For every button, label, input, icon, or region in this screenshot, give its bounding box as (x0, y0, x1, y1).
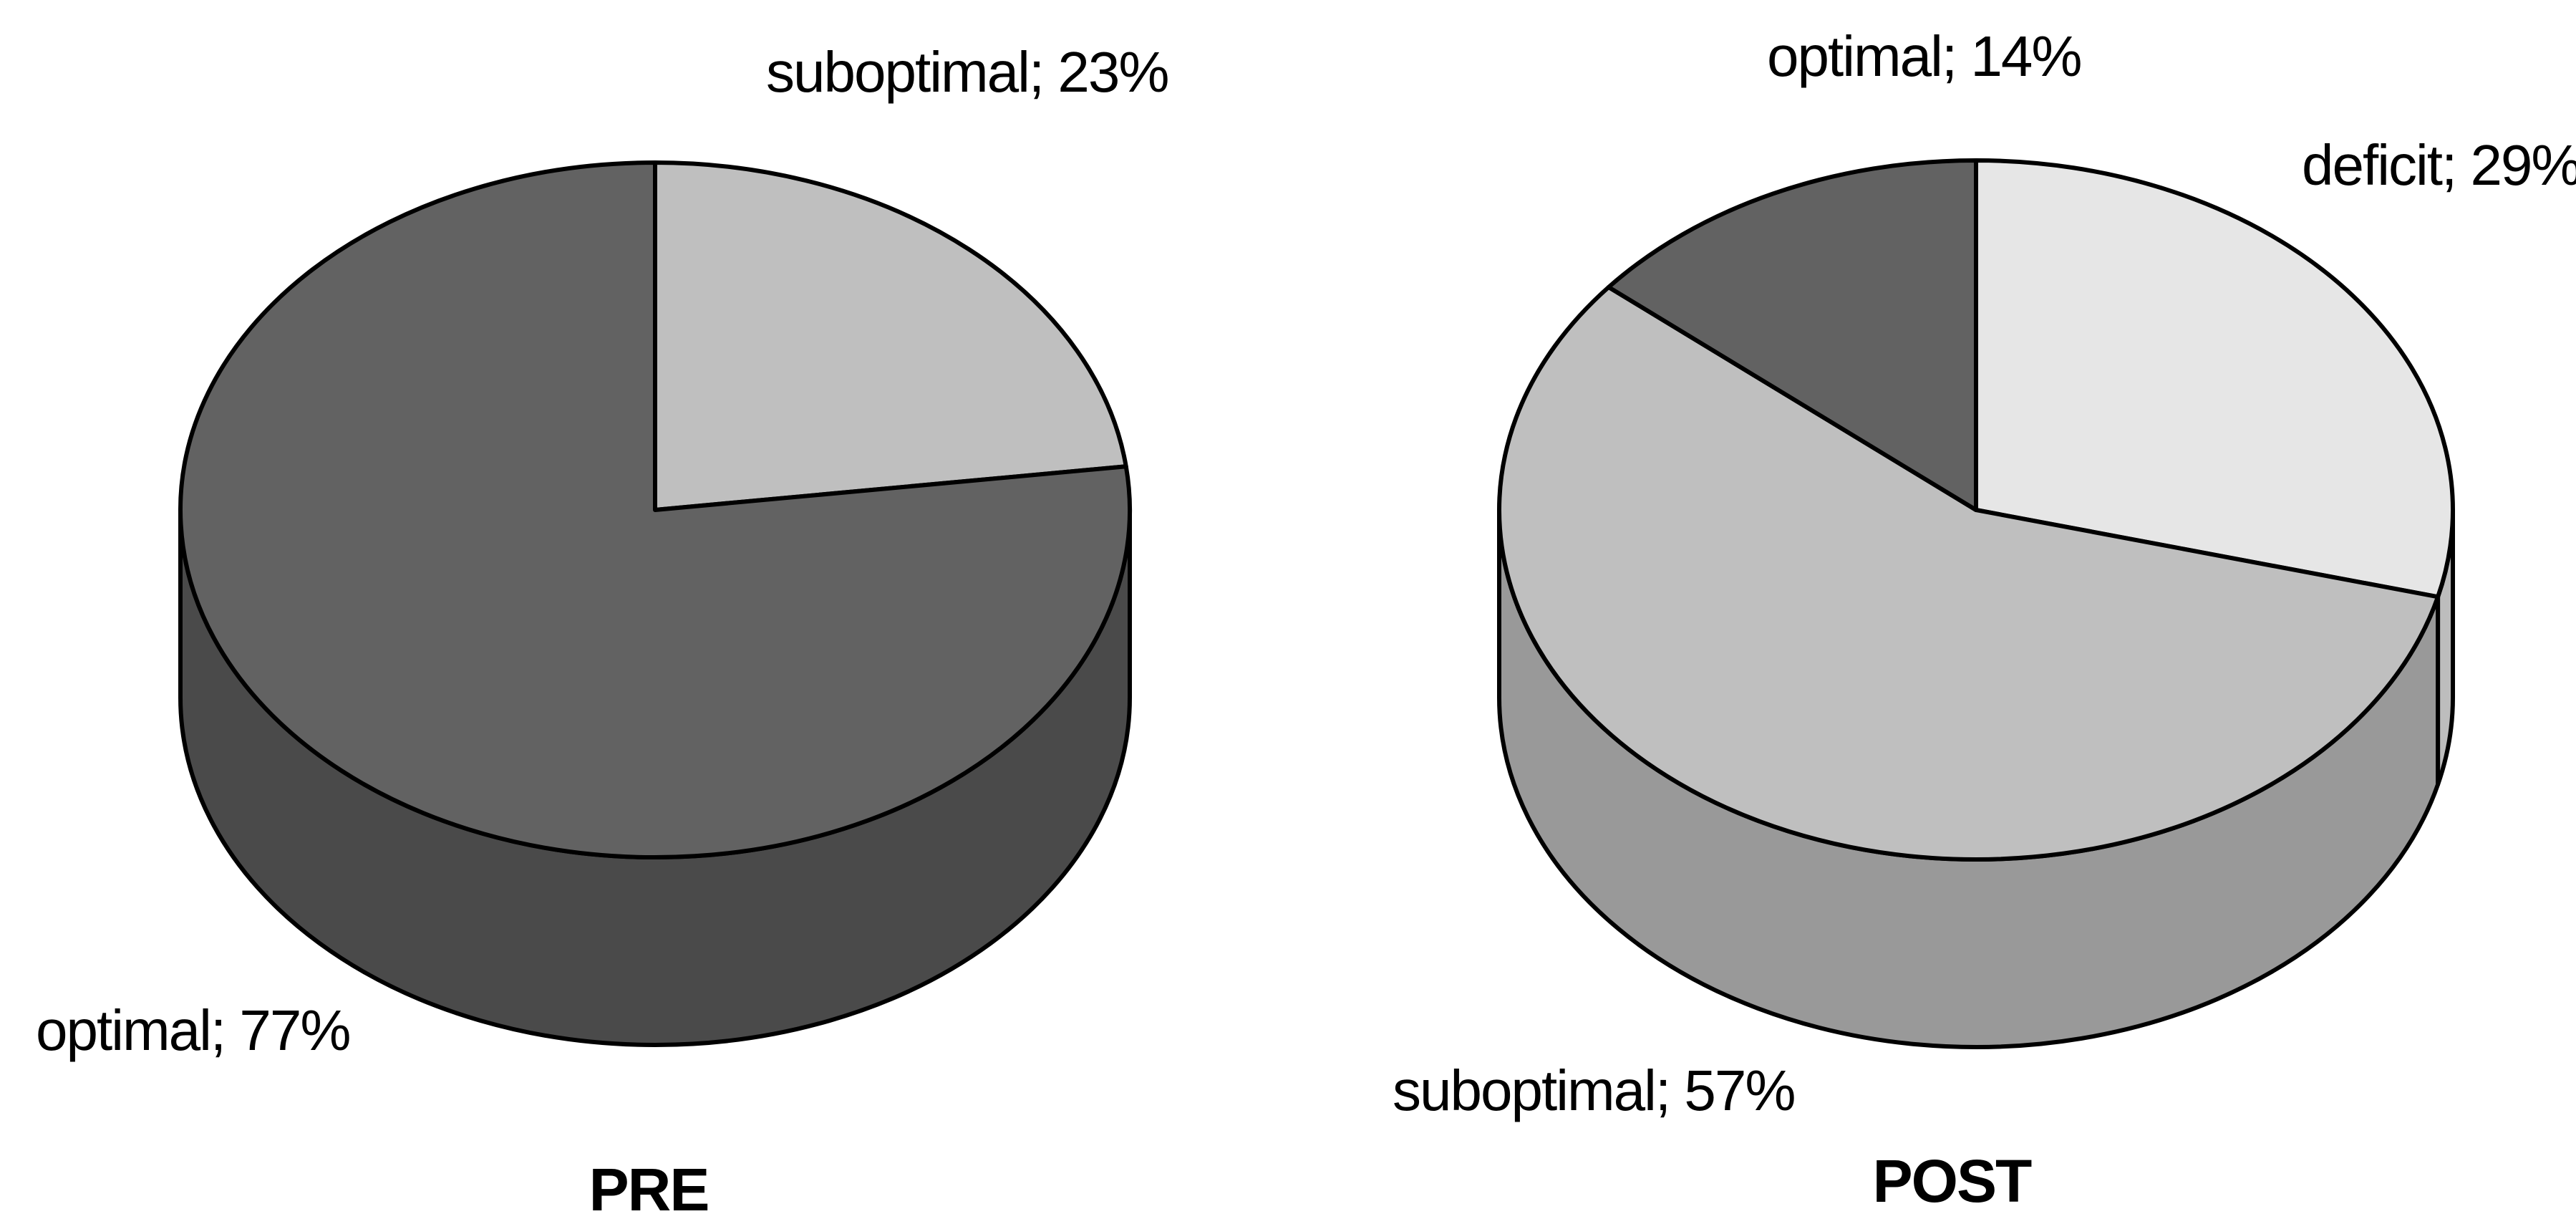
slice-label-post-deficit: deficit; 29% (2302, 133, 2576, 197)
pie-chart-pre: suboptimal; 23% optimal; 77% PRE (36, 40, 1169, 1223)
slice-pre-optimal (178, 160, 1132, 859)
chart-title-pre: PRE (589, 1156, 709, 1223)
slice-pre-suboptimal (653, 160, 1128, 512)
slice-post-optimal (1606, 158, 1978, 512)
slice-label-post-optimal: optimal; 14% (1767, 24, 2081, 88)
slice-label-post-suboptimal: suboptimal; 57% (1393, 1059, 1794, 1122)
pie-chart-post: deficit; 29% suboptimal; 57% optimal; 14% P… (1393, 24, 2576, 1215)
slice-label-pre-suboptimal: suboptimal; 23% (766, 40, 1168, 104)
chart-title-post: POST (1873, 1147, 2032, 1215)
slice-label-pre-optimal: optimal; 77% (36, 998, 349, 1062)
slice-post-suboptimal (1497, 284, 2441, 862)
slice-post-deficit (1974, 158, 2455, 599)
